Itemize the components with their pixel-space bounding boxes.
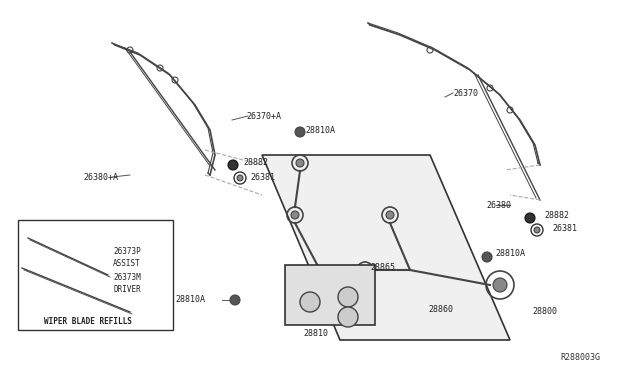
Text: 26370+A: 26370+A bbox=[246, 112, 281, 121]
Circle shape bbox=[493, 278, 507, 292]
Text: 26380+A: 26380+A bbox=[83, 173, 118, 182]
Circle shape bbox=[296, 159, 304, 167]
Text: R288003G: R288003G bbox=[560, 353, 600, 362]
Circle shape bbox=[534, 227, 540, 233]
Text: 26373P: 26373P bbox=[113, 247, 141, 257]
Text: DRIVER: DRIVER bbox=[113, 285, 141, 294]
Circle shape bbox=[300, 292, 320, 312]
Circle shape bbox=[237, 175, 243, 181]
Text: 28810A: 28810A bbox=[175, 295, 205, 305]
Circle shape bbox=[482, 252, 492, 262]
Text: 28810: 28810 bbox=[303, 328, 328, 337]
Polygon shape bbox=[262, 155, 510, 340]
Text: 26381: 26381 bbox=[250, 173, 275, 182]
Circle shape bbox=[291, 211, 299, 219]
Circle shape bbox=[525, 213, 535, 223]
Circle shape bbox=[338, 287, 358, 307]
Text: 26380: 26380 bbox=[486, 201, 511, 209]
Text: 28800: 28800 bbox=[532, 308, 557, 317]
Circle shape bbox=[228, 160, 238, 170]
Circle shape bbox=[230, 295, 240, 305]
Text: 26373M: 26373M bbox=[113, 273, 141, 282]
Text: 28860: 28860 bbox=[428, 305, 453, 314]
Circle shape bbox=[338, 307, 358, 327]
Text: 28882: 28882 bbox=[544, 211, 569, 219]
Text: 28882: 28882 bbox=[243, 157, 268, 167]
Text: WIPER BLADE REFILLS: WIPER BLADE REFILLS bbox=[44, 317, 132, 326]
Text: 28810A: 28810A bbox=[495, 248, 525, 257]
Bar bbox=[18, 220, 173, 330]
Bar bbox=[285, 265, 375, 325]
Text: 26381: 26381 bbox=[552, 224, 577, 232]
Text: ASSIST: ASSIST bbox=[113, 259, 141, 267]
Circle shape bbox=[361, 266, 369, 274]
Text: 28810A: 28810A bbox=[305, 125, 335, 135]
Circle shape bbox=[295, 127, 305, 137]
Circle shape bbox=[386, 211, 394, 219]
Text: 28865: 28865 bbox=[370, 263, 395, 272]
Text: 26370: 26370 bbox=[453, 89, 478, 97]
